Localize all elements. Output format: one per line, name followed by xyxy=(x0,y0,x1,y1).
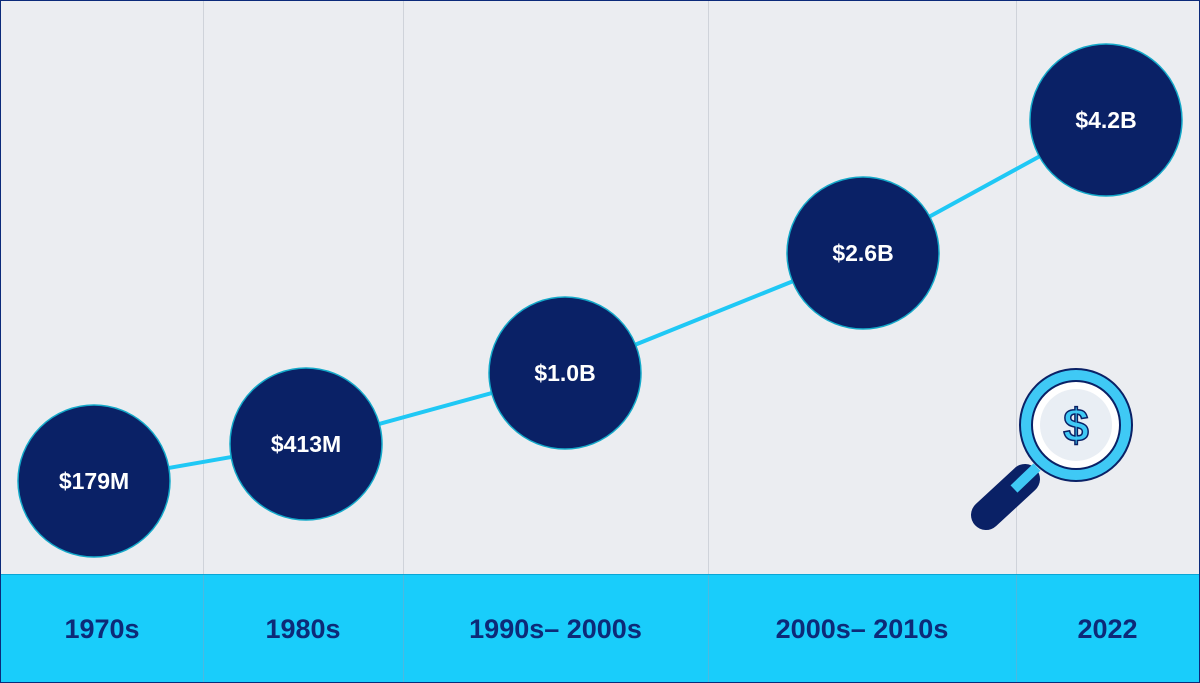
column-separator xyxy=(1016,1,1017,682)
band-separator xyxy=(708,575,709,682)
magnifier-lens-inner xyxy=(1040,389,1112,461)
x-axis-band: 1970s 1980s 1990s– 2000s 2000s– 2010s 20… xyxy=(1,574,1199,682)
data-label: $4.2B xyxy=(1075,107,1136,133)
band-separator xyxy=(403,575,404,682)
bubble-group: $179M $413M $1.0B $2.6B $4.2B xyxy=(17,43,1183,558)
x-tick-label: 1970s xyxy=(64,613,140,644)
dollar-icon: $ xyxy=(1063,399,1089,451)
column-separator xyxy=(203,1,204,682)
data-label: $179M xyxy=(59,468,129,494)
x-tick-label: 1980s xyxy=(265,613,341,644)
band-separator xyxy=(1016,575,1017,682)
x-tick-label: 2000s– 2010s xyxy=(775,613,949,644)
data-point-bubble xyxy=(786,176,940,330)
data-label: $413M xyxy=(271,431,341,457)
data-point-bubble xyxy=(488,296,642,450)
column-separator xyxy=(403,1,404,682)
magnifier-neck xyxy=(1010,463,1041,493)
band-separator xyxy=(203,575,204,682)
x-tick-label: 2022 xyxy=(1077,613,1138,644)
chart-plot: $179M $413M $1.0B $2.6B $4.2B $ xyxy=(17,43,1183,558)
data-label: $2.6B xyxy=(832,240,893,266)
data-label: $1.0B xyxy=(534,360,595,386)
column-separator xyxy=(708,1,709,682)
data-point-bubble xyxy=(17,404,171,558)
data-point-bubble xyxy=(229,367,383,521)
data-point-bubble xyxy=(1029,43,1183,197)
x-tick-label: 1990s– 2000s xyxy=(469,613,642,644)
magnifier-dollar-icon: $ xyxy=(971,368,1133,530)
